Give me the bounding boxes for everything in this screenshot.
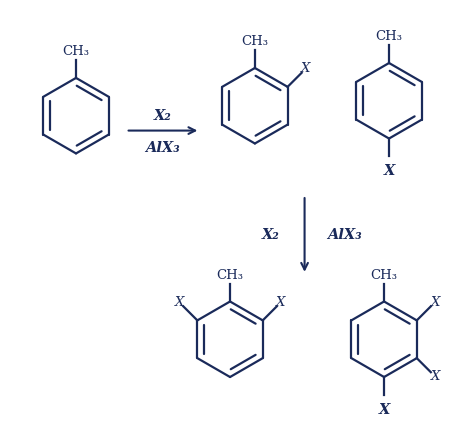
Text: X: X bbox=[276, 296, 286, 309]
Text: X: X bbox=[430, 296, 440, 309]
Text: X: X bbox=[301, 62, 310, 75]
Text: X: X bbox=[430, 370, 440, 383]
Text: AlX₃: AlX₃ bbox=[328, 228, 362, 242]
Text: X₂: X₂ bbox=[262, 228, 280, 242]
Text: AlX₃: AlX₃ bbox=[145, 142, 180, 155]
Text: CH₃: CH₃ bbox=[217, 269, 244, 281]
Text: CH₃: CH₃ bbox=[371, 269, 398, 281]
Text: CH₃: CH₃ bbox=[63, 45, 90, 58]
Text: CH₃: CH₃ bbox=[241, 35, 268, 48]
Text: X: X bbox=[383, 164, 395, 178]
Text: CH₃: CH₃ bbox=[375, 30, 402, 43]
Text: X: X bbox=[378, 403, 390, 417]
Text: X: X bbox=[174, 296, 184, 309]
Text: X₂: X₂ bbox=[154, 109, 171, 123]
